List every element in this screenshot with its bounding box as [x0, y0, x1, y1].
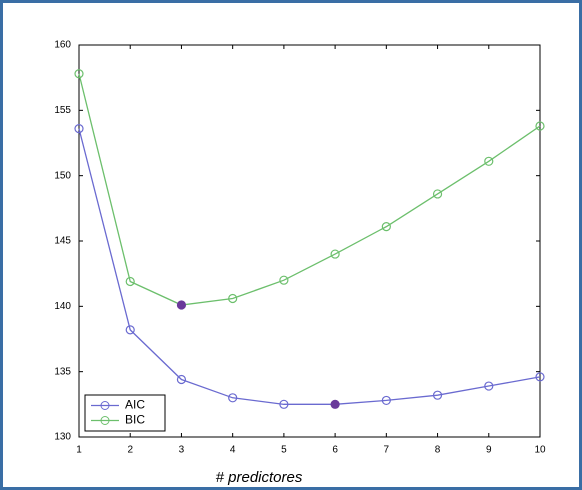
y-tick-label: 140	[54, 301, 71, 312]
legend-label: BIC	[125, 413, 145, 427]
y-tick-label: 155	[54, 105, 71, 116]
data-point	[125, 276, 135, 287]
y-tick-label: 130	[54, 432, 71, 443]
data-point	[432, 189, 443, 199]
x-tick-label: 1	[76, 445, 82, 456]
series-line	[78, 73, 541, 306]
legend-marker	[100, 416, 110, 425]
data-point	[330, 249, 340, 259]
x-tick-label: 2	[127, 445, 133, 456]
data-point	[381, 395, 391, 406]
legend-box	[84, 394, 166, 432]
data-point	[279, 399, 289, 409]
legend-marker	[100, 401, 110, 410]
data-point	[74, 124, 84, 134]
data-point	[125, 325, 135, 335]
data-point	[535, 372, 545, 382]
data-point	[176, 300, 187, 310]
y-tick-label: 150	[54, 170, 71, 181]
data-point	[535, 121, 545, 131]
data-point	[228, 293, 238, 304]
x-tick-label: 4	[230, 445, 236, 456]
data-point	[484, 381, 494, 391]
data-point	[330, 399, 340, 409]
x-tick-label: 7	[384, 445, 390, 456]
data-point	[279, 275, 289, 285]
legend-label: AIC	[125, 398, 145, 412]
x-axis-label: # predictores	[216, 469, 303, 486]
x-tick-label: 10	[534, 445, 546, 456]
data-point	[228, 393, 238, 403]
x-tick-label: 6	[332, 445, 338, 456]
x-tick-label: 5	[281, 445, 287, 456]
data-point	[432, 390, 443, 400]
data-point	[176, 374, 187, 385]
x-tick-label: 8	[435, 445, 441, 456]
plot-box	[78, 44, 541, 438]
data-point	[381, 222, 391, 232]
x-tick-label: 9	[486, 445, 492, 456]
x-tick-label: 3	[179, 445, 185, 456]
data-point	[74, 69, 84, 79]
y-tick-label: 135	[54, 366, 71, 377]
y-tick-label: 160	[54, 40, 71, 51]
series-line	[78, 128, 541, 405]
y-tick-label: 145	[54, 236, 71, 247]
data-point	[484, 156, 494, 166]
